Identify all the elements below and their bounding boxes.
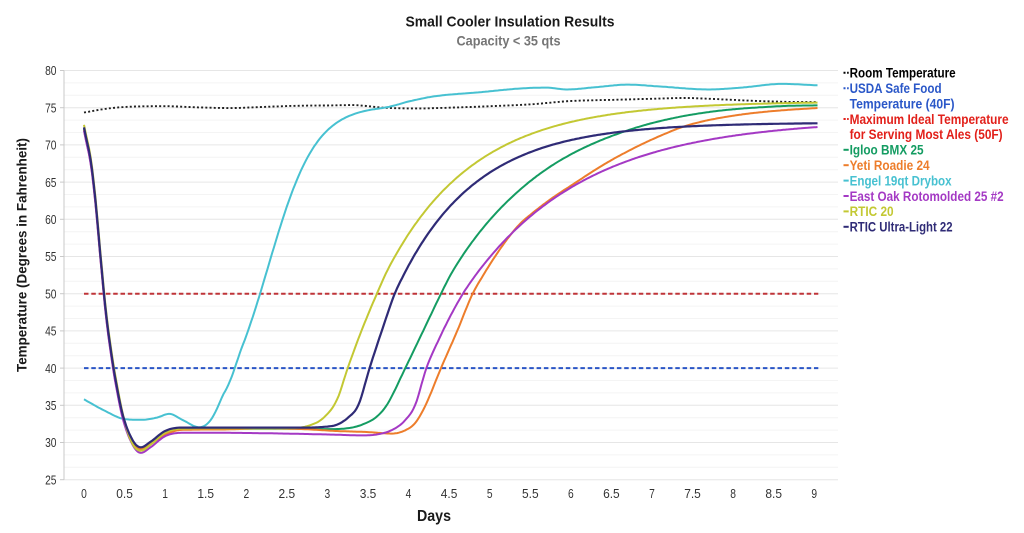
svg-text:9: 9	[811, 486, 817, 501]
svg-text:Maximum Ideal Temperature: Maximum Ideal Temperature	[850, 112, 1009, 127]
svg-text:5: 5	[487, 486, 493, 501]
svg-text:Igloo BMX 25: Igloo BMX 25	[850, 143, 924, 158]
svg-text:Days: Days	[417, 508, 451, 525]
svg-text:45: 45	[45, 324, 56, 339]
svg-text:75: 75	[45, 100, 56, 115]
svg-text:8: 8	[730, 486, 736, 501]
svg-text:Temperature (Degrees in Fahren: Temperature (Degrees in Fahrenheit)	[14, 138, 30, 372]
svg-text:1: 1	[162, 486, 168, 501]
svg-text:7.5: 7.5	[684, 486, 701, 501]
svg-text:4.5: 4.5	[441, 486, 458, 501]
svg-text:USDA Safe Food: USDA Safe Food	[850, 81, 942, 96]
svg-text:5.5: 5.5	[522, 486, 539, 501]
svg-text:60: 60	[45, 212, 56, 227]
svg-text:6.5: 6.5	[603, 486, 620, 501]
svg-text:40: 40	[45, 361, 56, 376]
svg-text:0.5: 0.5	[116, 486, 133, 501]
svg-text:0: 0	[81, 486, 87, 501]
svg-text:for Serving Most Ales (50F): for Serving Most Ales (50F)	[850, 127, 1003, 142]
svg-text:65: 65	[45, 175, 56, 190]
svg-text:Engel 19qt Drybox: Engel 19qt Drybox	[850, 173, 952, 188]
svg-text:Capacity < 35 qts: Capacity < 35 qts	[457, 33, 561, 49]
svg-text:35: 35	[45, 398, 56, 413]
svg-text:4: 4	[406, 486, 412, 501]
svg-text:RTIC 20: RTIC 20	[850, 204, 894, 219]
svg-text:3: 3	[325, 486, 331, 501]
svg-text:55: 55	[45, 249, 56, 264]
svg-text:Room Temperature: Room Temperature	[850, 66, 956, 81]
svg-text:25: 25	[45, 472, 56, 487]
svg-text:Temperature (40F): Temperature (40F)	[850, 96, 955, 111]
svg-text:6: 6	[568, 486, 574, 501]
svg-text:1.5: 1.5	[197, 486, 214, 501]
svg-text:30: 30	[45, 435, 56, 450]
svg-text:50: 50	[45, 286, 56, 301]
svg-text:3.5: 3.5	[360, 486, 377, 501]
svg-text:80: 80	[45, 63, 56, 78]
svg-text:8.5: 8.5	[765, 486, 782, 501]
svg-text:7: 7	[649, 486, 655, 501]
svg-text:Small Cooler Insulation Result: Small Cooler Insulation Results	[406, 14, 615, 31]
svg-text:2: 2	[243, 486, 249, 501]
svg-text:70: 70	[45, 138, 56, 153]
svg-text:East Oak Rotomolded 25 #2: East Oak Rotomolded 25 #2	[850, 189, 1004, 204]
svg-text:RTIC Ultra-Light 22: RTIC Ultra-Light 22	[850, 220, 953, 235]
svg-text:2.5: 2.5	[279, 486, 296, 501]
svg-text:Yeti Roadie 24: Yeti Roadie 24	[850, 158, 930, 173]
